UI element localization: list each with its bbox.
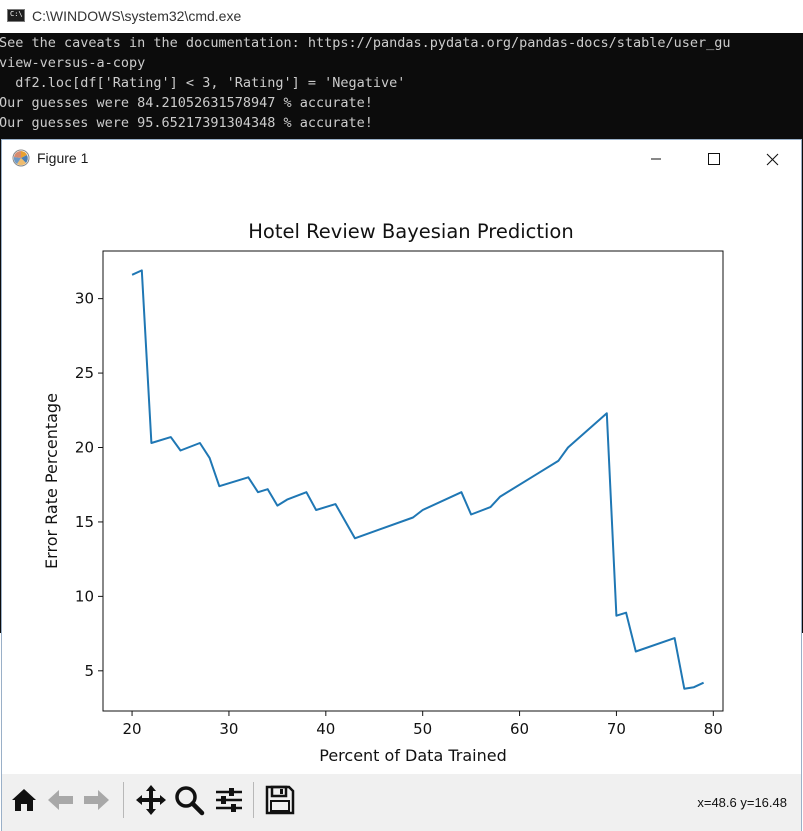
plot-area bbox=[102, 250, 724, 712]
series-line bbox=[131, 269, 705, 690]
figure-window-title: Figure 1 bbox=[37, 150, 89, 166]
console-line: view-versus-a-copy bbox=[0, 55, 146, 71]
x-tick-label: 70 bbox=[607, 720, 626, 738]
figure-titlebar[interactable]: Figure 1 bbox=[2, 140, 801, 178]
x-tick-label: 80 bbox=[704, 720, 723, 738]
x-tick-label: 30 bbox=[219, 720, 238, 738]
toolbar-separator bbox=[123, 782, 124, 818]
toolbar-separator bbox=[253, 782, 254, 818]
y-tick-label: 15 bbox=[75, 513, 94, 531]
cmd-window-title: C:\WINDOWS\system32\cmd.exe bbox=[32, 8, 242, 24]
figure-canvas[interactable]: Hotel Review Bayesian Prediction 20 30 40 5… bbox=[2, 178, 801, 774]
maximize-button[interactable] bbox=[685, 142, 743, 176]
back-arrow-icon[interactable] bbox=[44, 783, 78, 817]
y-tick-label: 25 bbox=[75, 364, 94, 382]
y-tick-label: 5 bbox=[84, 662, 94, 680]
close-button[interactable] bbox=[743, 142, 801, 176]
cursor-coordinate-readout: x=48.6 y=16.48 bbox=[697, 795, 787, 810]
console-line: Our guesses were 84.21052631578947 % acc… bbox=[0, 95, 373, 111]
x-tick-label: 60 bbox=[510, 720, 529, 738]
cmd-app-icon: C:\ bbox=[7, 9, 25, 22]
cmd-titlebar: C:\ C:\WINDOWS\system32\cmd.exe bbox=[0, 0, 803, 33]
x-tick-label: 50 bbox=[413, 720, 432, 738]
matplotlib-logo-icon bbox=[12, 149, 30, 167]
figure-toolbar: x=48.6 y=16.48 bbox=[2, 774, 801, 831]
figure-window: Figure 1 Hotel Review Bayesian Predictio… bbox=[1, 139, 802, 831]
y-axis-label: Error Rate Percentage bbox=[42, 393, 61, 569]
x-axis-label: Percent of Data Trained bbox=[319, 746, 506, 765]
console-line: df2.loc[df['Rating'] < 3, 'Rating'] = 'N… bbox=[0, 75, 406, 91]
chart-title: Hotel Review Bayesian Prediction bbox=[248, 220, 573, 243]
y-tick-label: 20 bbox=[75, 439, 94, 457]
x-tick-label: 20 bbox=[123, 720, 142, 738]
pan-icon[interactable] bbox=[134, 783, 168, 817]
home-icon[interactable] bbox=[7, 783, 41, 817]
subplots-icon[interactable] bbox=[212, 783, 246, 817]
console-line: Our guesses were 95.65217391304348 % acc… bbox=[0, 115, 373, 131]
save-icon[interactable] bbox=[263, 783, 297, 817]
zoom-icon[interactable] bbox=[172, 783, 206, 817]
axis-ticks: 20 30 40 50 60 70 80 5 10 15 20 25 30 bbox=[75, 290, 723, 738]
y-tick-label: 30 bbox=[75, 290, 94, 308]
x-tick-label: 40 bbox=[316, 720, 335, 738]
cmd-icon-text: C:\ bbox=[10, 10, 23, 18]
y-tick-label: 10 bbox=[75, 587, 94, 605]
console-line: See the caveats in the documentation: ht… bbox=[0, 35, 731, 51]
minimize-button[interactable] bbox=[627, 142, 685, 176]
forward-arrow-icon[interactable] bbox=[79, 783, 113, 817]
